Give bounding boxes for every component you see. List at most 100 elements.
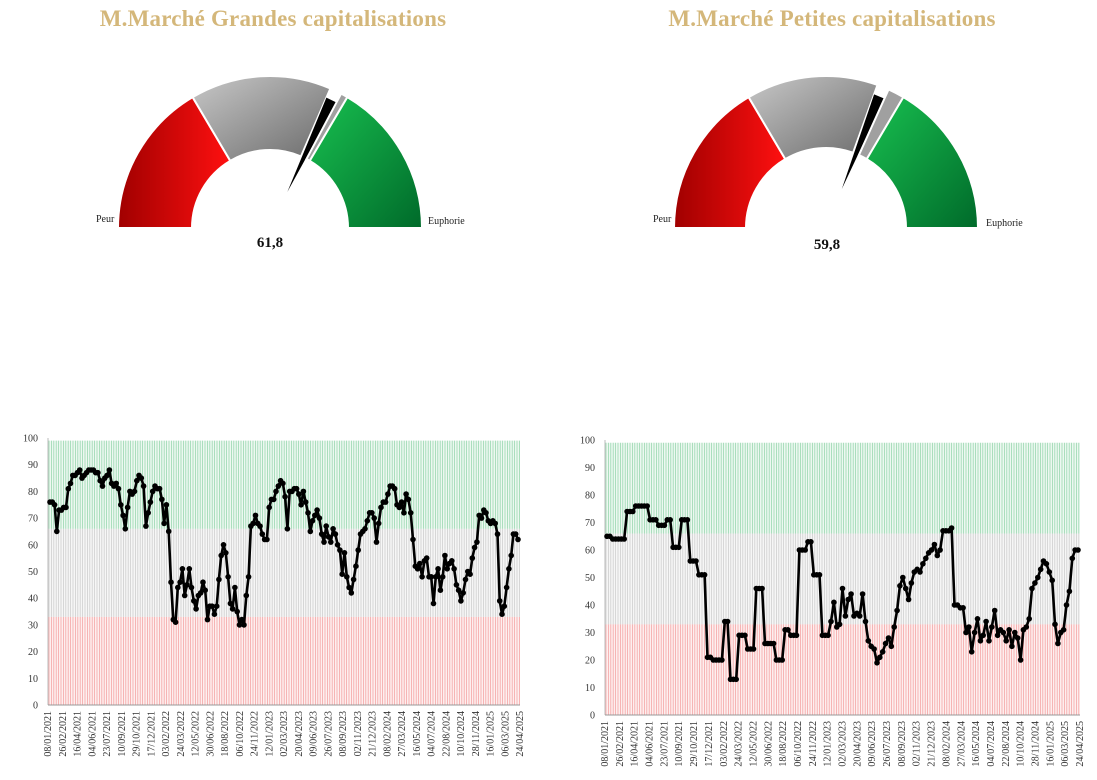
series-point xyxy=(859,591,866,597)
series-point xyxy=(341,550,348,556)
series-point xyxy=(994,632,1001,639)
series-point xyxy=(467,571,473,577)
series-point xyxy=(257,523,263,529)
x-tick-label: 21/12/2023 xyxy=(368,711,379,757)
series-point xyxy=(213,603,220,609)
gauge-right-value: 59,8 xyxy=(814,237,840,253)
series-point xyxy=(414,566,421,572)
series-point xyxy=(282,493,288,500)
gauge-right-label-peur: Peur xyxy=(653,214,672,225)
series-point xyxy=(508,552,514,559)
series-point xyxy=(131,488,138,495)
series-point xyxy=(882,640,889,647)
series-point xyxy=(177,579,183,585)
series-point xyxy=(298,502,304,508)
series-point xyxy=(471,544,478,551)
y-tick-label: 10 xyxy=(28,674,38,685)
x-tick-label: 24/04/2025 xyxy=(515,711,526,757)
x-tick-label: 03/02/2022 xyxy=(161,711,172,757)
series-point xyxy=(733,676,739,683)
series-point xyxy=(179,566,186,572)
series-point xyxy=(419,574,425,580)
series-point xyxy=(891,624,897,630)
y-tick-label: 50 xyxy=(28,567,38,578)
series-point xyxy=(968,649,975,655)
series-point xyxy=(894,607,900,614)
series-point xyxy=(186,566,193,572)
series-point xyxy=(76,467,83,473)
series-point xyxy=(232,584,238,591)
series-point xyxy=(934,552,941,559)
series-point xyxy=(405,496,412,503)
series-point xyxy=(373,539,380,545)
x-tick-label: 26/02/2021 xyxy=(58,711,69,757)
series-point xyxy=(67,480,74,487)
series-point xyxy=(433,574,439,580)
series-point xyxy=(163,502,170,508)
x-tick-label: 10/10/2024 xyxy=(1016,721,1027,767)
x-tick-label: 27/03/2024 xyxy=(397,711,408,757)
series-point xyxy=(1060,627,1067,633)
series-point xyxy=(410,536,416,543)
series-point xyxy=(325,534,332,540)
zone-hatch-neutre xyxy=(605,533,1080,625)
series-point xyxy=(684,517,691,523)
series-point xyxy=(225,574,231,580)
series-point xyxy=(676,544,682,551)
series-point xyxy=(701,572,708,578)
x-tick-label: 18/08/2022 xyxy=(778,721,789,767)
x-tick-label: 04/07/2024 xyxy=(427,711,438,757)
x-tick-label: 08/01/2021 xyxy=(43,711,54,757)
series-point xyxy=(118,502,124,508)
series-point xyxy=(494,531,501,537)
series-point xyxy=(184,582,190,588)
series-point xyxy=(417,560,423,567)
series-point xyxy=(147,499,154,505)
series-point xyxy=(1066,588,1073,595)
series-point xyxy=(403,491,409,497)
series-point xyxy=(104,472,110,479)
series-point xyxy=(328,539,334,545)
x-tick-label: 22/08/2024 xyxy=(441,711,452,757)
series-point xyxy=(960,605,966,611)
series-point xyxy=(143,523,149,529)
gauge-needle xyxy=(841,94,885,190)
y-tick-label: 10 xyxy=(585,683,595,694)
series-point xyxy=(980,632,986,639)
series-point xyxy=(181,592,188,599)
series-point xyxy=(337,547,343,553)
y-tick-label: 90 xyxy=(585,463,595,474)
gauge-segment-neutre xyxy=(747,75,879,161)
series-point xyxy=(1012,629,1018,636)
zone-hatch-euphorie xyxy=(605,442,1080,534)
x-tick-label: 08/02/2024 xyxy=(941,721,952,767)
series-point xyxy=(474,539,480,545)
series-point xyxy=(165,528,172,535)
series-point xyxy=(51,502,58,508)
series-point xyxy=(382,499,389,505)
series-point xyxy=(828,618,834,625)
series-point xyxy=(332,531,339,537)
series-point xyxy=(54,528,60,535)
series-point xyxy=(229,606,236,612)
y-tick-label: 60 xyxy=(585,546,595,557)
series-point xyxy=(266,504,273,511)
series-point xyxy=(211,611,218,617)
series-point xyxy=(140,483,147,489)
series-point xyxy=(259,531,266,537)
series-point xyxy=(437,587,444,593)
x-tick-label: 08/09/2023 xyxy=(338,711,349,757)
x-tick-label: 22/08/2024 xyxy=(1001,721,1012,767)
series-point xyxy=(719,657,725,663)
series-point xyxy=(65,485,72,492)
series-point xyxy=(156,485,163,492)
series-point xyxy=(759,585,765,592)
y-tick-label: 50 xyxy=(585,573,595,584)
x-tick-label: 28/11/2024 xyxy=(1030,721,1041,766)
series-point xyxy=(1055,640,1061,647)
series-point xyxy=(115,485,122,492)
x-tick-label: 02/03/2023 xyxy=(838,721,849,767)
series-point xyxy=(816,572,823,578)
series-point xyxy=(1003,638,1009,644)
series-point xyxy=(138,475,145,481)
